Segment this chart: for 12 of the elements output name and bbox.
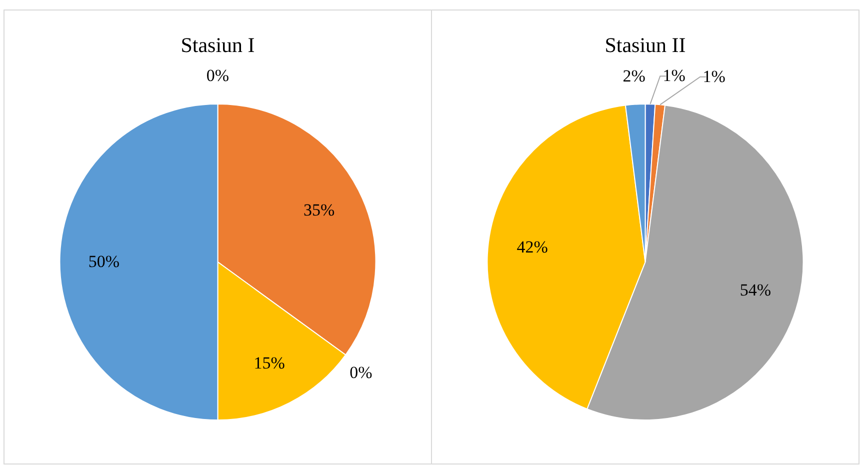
chart-title: Stasiun I <box>180 33 255 57</box>
chart-title: Stasiun II <box>604 33 686 57</box>
data-label: 35% <box>304 200 335 220</box>
data-label: 2% <box>622 66 646 86</box>
data-label: 1% <box>702 66 726 86</box>
text: 0% <box>350 363 372 382</box>
data-label: 15% <box>254 353 285 372</box>
data-label: 1% <box>662 66 686 86</box>
data-label: 50% <box>88 252 120 271</box>
data-label: 54% <box>740 280 772 300</box>
text: 0% <box>206 66 230 86</box>
data-label: 42% <box>516 238 548 257</box>
